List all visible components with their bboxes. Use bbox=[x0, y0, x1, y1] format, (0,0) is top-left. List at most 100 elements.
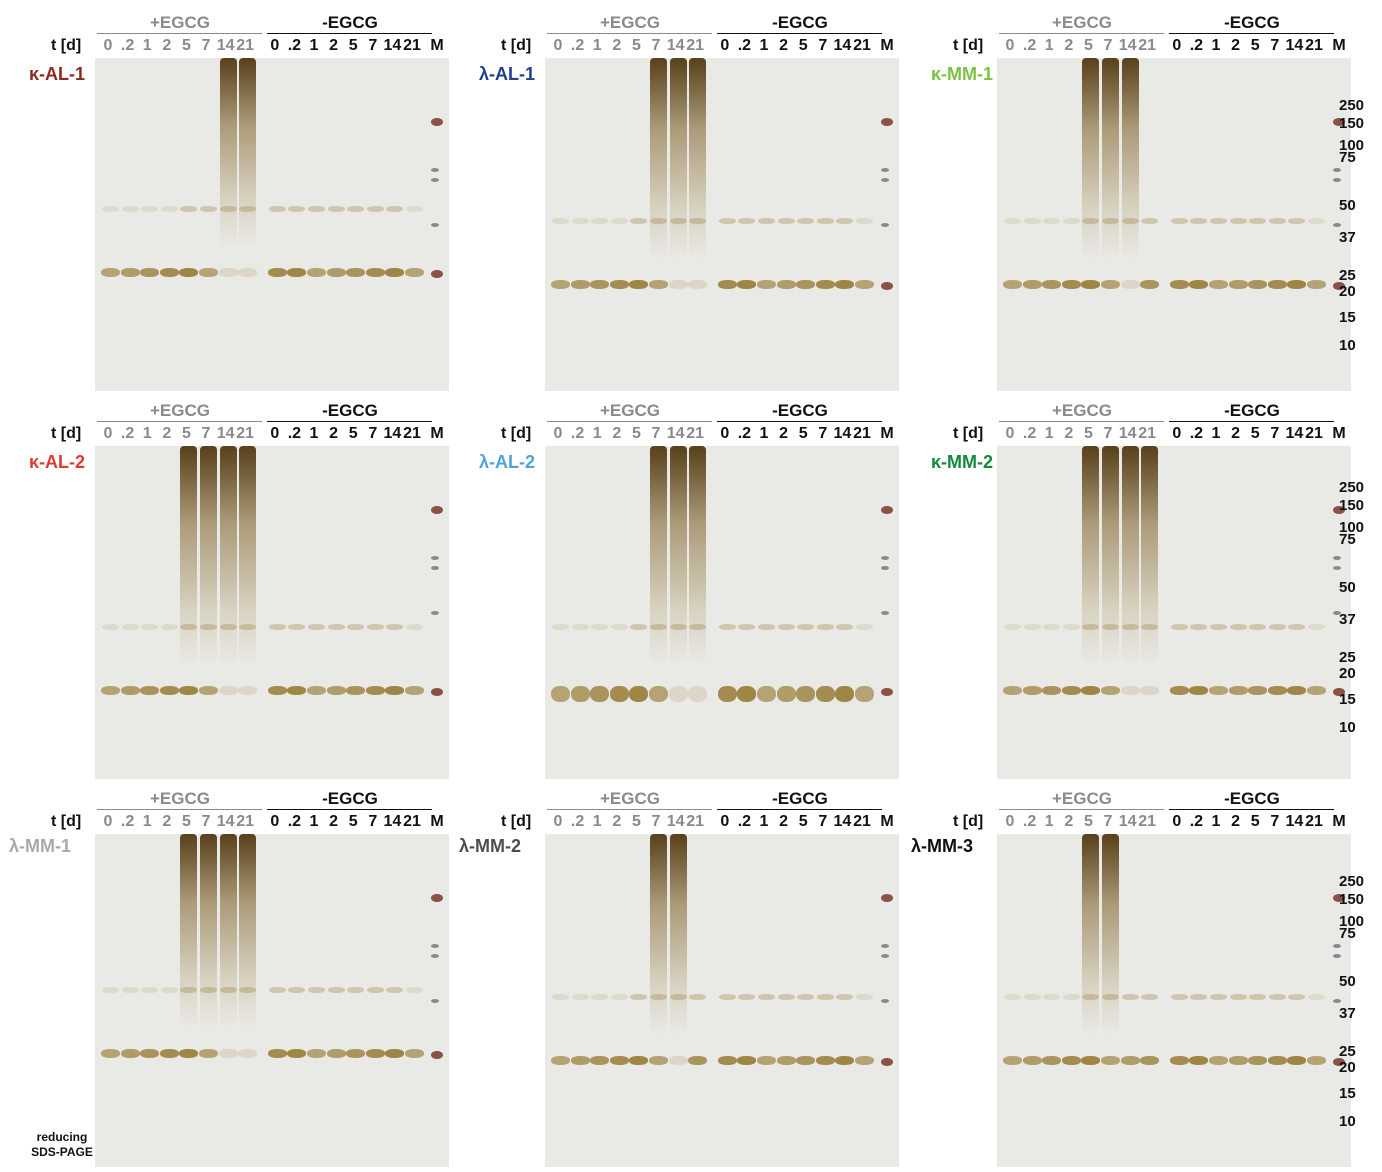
group-label-minus-egcg: -EGCG bbox=[772, 789, 828, 808]
protein-band bbox=[326, 268, 346, 277]
lane-label: 5 bbox=[798, 813, 808, 830]
protein-band bbox=[776, 1056, 796, 1065]
marker-band bbox=[881, 999, 889, 1003]
dimer-band bbox=[1062, 994, 1080, 1000]
lane-label: 14 bbox=[1118, 425, 1137, 442]
protein-band bbox=[590, 1056, 610, 1065]
protein-band bbox=[1267, 1056, 1287, 1065]
dimer-band bbox=[758, 994, 775, 1000]
dimer-band bbox=[268, 987, 286, 993]
group-divider-minus bbox=[717, 421, 882, 422]
dimer-band bbox=[160, 987, 178, 993]
protein-band bbox=[1267, 686, 1287, 695]
dimer-band bbox=[1210, 218, 1227, 224]
sample-name: κ-AL-2 bbox=[29, 452, 86, 472]
dimer-band bbox=[738, 624, 756, 630]
lane-label: 7 bbox=[1103, 37, 1113, 54]
time-axis-label: t [d] bbox=[51, 813, 82, 830]
lane-label: 5 bbox=[348, 813, 358, 830]
dimer-band bbox=[268, 206, 286, 212]
marker-band bbox=[1333, 954, 1341, 958]
lane-label: 14 bbox=[216, 813, 235, 830]
protein-band bbox=[140, 1049, 160, 1058]
protein-band bbox=[1081, 1056, 1101, 1065]
lane-label: 1 bbox=[1211, 425, 1221, 442]
gel-image bbox=[545, 446, 899, 779]
gel-image bbox=[95, 446, 449, 779]
lane-label: .2 bbox=[287, 37, 302, 54]
aggregate-smear bbox=[669, 446, 687, 666]
lane-label: .2 bbox=[1022, 425, 1037, 442]
protein-band bbox=[717, 280, 737, 289]
lane-label: 0 bbox=[103, 813, 113, 830]
dimer-band bbox=[1141, 218, 1159, 224]
dimer-band bbox=[718, 994, 736, 1000]
dimer-band bbox=[121, 987, 139, 993]
lane-label: 1 bbox=[1211, 813, 1221, 830]
dimer-band bbox=[816, 624, 834, 630]
aggregate-smear bbox=[650, 58, 667, 260]
method-note-line-2: SDS-PAGE bbox=[31, 1145, 93, 1159]
molecular-weight-label: 100 bbox=[1339, 519, 1365, 536]
protein-band bbox=[609, 280, 629, 289]
dimer-band bbox=[1210, 624, 1227, 630]
protein-band bbox=[835, 280, 855, 289]
lane-label: 5 bbox=[348, 425, 358, 442]
protein-band bbox=[1042, 1056, 1062, 1065]
lane-label: 7 bbox=[651, 813, 661, 830]
lane-label: 21 bbox=[403, 813, 421, 830]
lane-label: 5 bbox=[1250, 425, 1260, 442]
marker-band bbox=[431, 566, 439, 570]
group-label-plus-egcg: +EGCG bbox=[600, 789, 660, 808]
lane-label: 7 bbox=[818, 425, 828, 442]
protein-band bbox=[1248, 280, 1268, 289]
protein-band bbox=[120, 1049, 140, 1058]
molecular-weight-label: 50 bbox=[1339, 197, 1356, 214]
protein-band bbox=[385, 268, 405, 277]
group-label-plus-egcg: +EGCG bbox=[1052, 401, 1112, 420]
group-label-minus-egcg: -EGCG bbox=[772, 401, 828, 420]
lane-label: .2 bbox=[287, 813, 302, 830]
protein-band bbox=[1248, 686, 1268, 695]
dimer-band bbox=[386, 987, 404, 993]
group-divider-minus bbox=[267, 809, 432, 810]
lane-label: .2 bbox=[737, 813, 752, 830]
lane-label: 14 bbox=[383, 425, 402, 442]
dimer-band bbox=[180, 206, 198, 212]
marker-band bbox=[881, 223, 889, 227]
protein-band bbox=[179, 1049, 199, 1058]
molecular-weight-label: 10 bbox=[1339, 1113, 1356, 1130]
molecular-weight-label: 100 bbox=[1339, 137, 1365, 154]
lane-label: 14 bbox=[1285, 37, 1304, 54]
dimer-band bbox=[141, 624, 159, 630]
protein-band bbox=[815, 280, 835, 289]
protein-band bbox=[757, 1056, 776, 1065]
protein-band bbox=[199, 268, 218, 277]
protein-band bbox=[1307, 686, 1326, 695]
time-axis-label: t [d] bbox=[51, 425, 82, 442]
marker-band bbox=[1333, 223, 1341, 227]
lane-label: 5 bbox=[798, 425, 808, 442]
molecular-weight-label: 50 bbox=[1339, 973, 1356, 990]
dimer-band bbox=[1141, 994, 1159, 1000]
protein-band bbox=[140, 268, 160, 277]
dimer-band bbox=[1308, 994, 1325, 1000]
lane-label: 21 bbox=[1305, 425, 1323, 442]
lane-label: 0 bbox=[553, 37, 563, 54]
group-label-plus-egcg: +EGCG bbox=[1052, 789, 1112, 808]
method-note: reducing SDS-PAGE bbox=[30, 1130, 94, 1160]
protein-band bbox=[855, 280, 874, 289]
aggregate-smear bbox=[669, 834, 687, 1036]
sample-name: λ-MM-3 bbox=[911, 836, 973, 856]
dimer-band bbox=[160, 624, 178, 630]
lane-label: 0 bbox=[1172, 37, 1182, 54]
molecular-weight-label: 250 bbox=[1339, 479, 1365, 496]
marker-lane-label: M bbox=[430, 813, 444, 830]
lane-label: 21 bbox=[1305, 813, 1323, 830]
protein-band bbox=[1287, 1056, 1307, 1065]
dimer-band bbox=[1229, 994, 1247, 1000]
protein-band bbox=[1042, 686, 1062, 695]
aggregate-smear bbox=[650, 834, 667, 1036]
